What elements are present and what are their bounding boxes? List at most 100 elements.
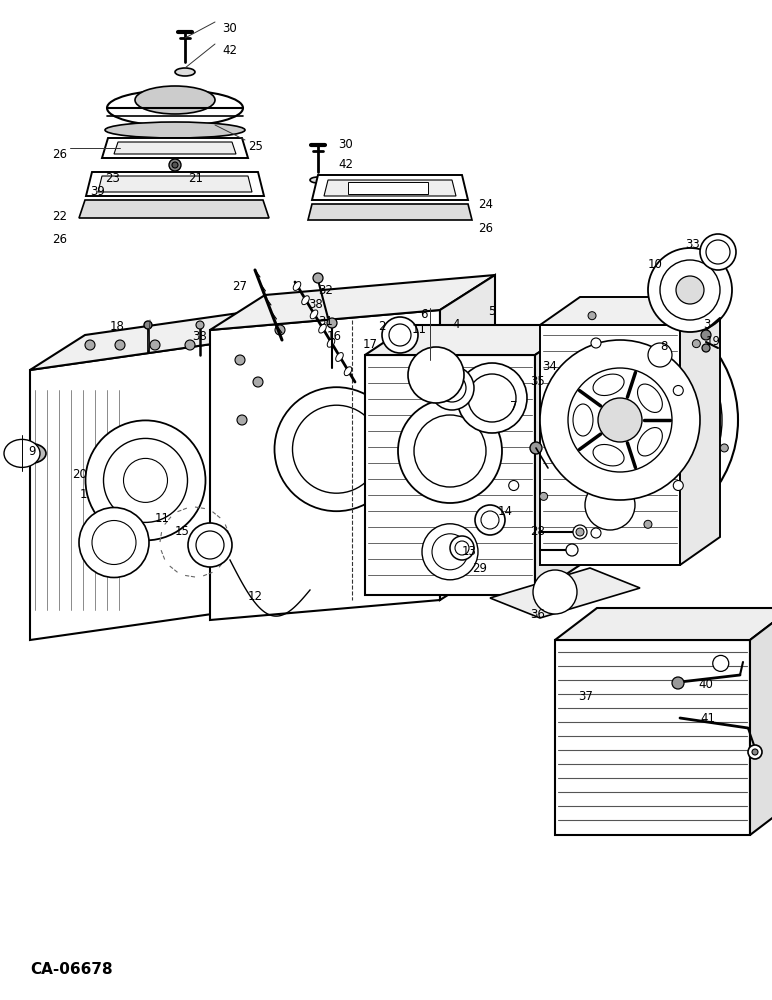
Circle shape [196, 321, 204, 329]
Text: 34: 34 [542, 360, 557, 373]
Text: 15: 15 [175, 525, 190, 538]
Text: 35: 35 [530, 375, 545, 388]
Circle shape [672, 677, 684, 689]
Circle shape [275, 325, 285, 335]
Polygon shape [540, 325, 680, 565]
Text: 31: 31 [318, 315, 333, 328]
Text: 7: 7 [510, 400, 517, 413]
Ellipse shape [135, 86, 215, 114]
Circle shape [491, 333, 701, 543]
Text: 42: 42 [222, 44, 237, 57]
Circle shape [124, 458, 168, 502]
Circle shape [92, 520, 136, 564]
Circle shape [692, 340, 700, 348]
Polygon shape [86, 172, 264, 196]
Polygon shape [30, 340, 240, 640]
Text: 30: 30 [338, 138, 353, 151]
Circle shape [648, 248, 732, 332]
Polygon shape [490, 568, 640, 618]
Text: 6: 6 [420, 308, 428, 321]
Text: 9: 9 [28, 445, 36, 458]
Circle shape [540, 340, 700, 500]
Polygon shape [240, 305, 295, 610]
Text: 39: 39 [90, 185, 105, 198]
Ellipse shape [310, 177, 326, 183]
Polygon shape [750, 608, 772, 835]
Text: 16: 16 [327, 330, 342, 343]
Text: 38: 38 [192, 330, 207, 343]
Ellipse shape [14, 443, 46, 463]
Polygon shape [210, 275, 495, 330]
Ellipse shape [638, 384, 662, 412]
Circle shape [115, 340, 125, 350]
Text: 8: 8 [660, 340, 667, 353]
Text: 17: 17 [363, 338, 378, 351]
Circle shape [196, 531, 224, 559]
Ellipse shape [4, 439, 40, 467]
Text: 33: 33 [685, 238, 699, 251]
Circle shape [588, 312, 596, 320]
Circle shape [752, 749, 758, 755]
Polygon shape [30, 305, 295, 370]
Circle shape [235, 355, 245, 365]
Polygon shape [440, 275, 495, 600]
Circle shape [481, 511, 499, 529]
Text: 19: 19 [706, 335, 721, 348]
Circle shape [644, 520, 652, 528]
Text: 5: 5 [488, 305, 496, 318]
Circle shape [468, 374, 516, 422]
Circle shape [702, 344, 710, 352]
Circle shape [582, 388, 638, 444]
Circle shape [237, 415, 247, 425]
Text: 12: 12 [248, 590, 263, 603]
Text: 20: 20 [72, 468, 87, 481]
Circle shape [509, 481, 519, 490]
Circle shape [673, 481, 683, 490]
Polygon shape [555, 608, 772, 640]
Circle shape [389, 324, 411, 346]
Polygon shape [114, 142, 236, 154]
Text: 38: 38 [308, 298, 323, 311]
Ellipse shape [336, 353, 344, 361]
Text: 10: 10 [648, 258, 663, 271]
Circle shape [169, 159, 181, 171]
Text: 26: 26 [478, 222, 493, 235]
Polygon shape [312, 175, 468, 200]
Polygon shape [535, 325, 580, 595]
Text: 2: 2 [378, 320, 385, 333]
Ellipse shape [105, 122, 245, 138]
Circle shape [568, 368, 672, 472]
Circle shape [512, 388, 520, 396]
Text: 14: 14 [498, 505, 513, 518]
Text: 26: 26 [52, 233, 67, 246]
Circle shape [293, 405, 381, 493]
Circle shape [432, 534, 468, 570]
Circle shape [576, 528, 584, 536]
Circle shape [648, 343, 672, 367]
Circle shape [673, 385, 683, 395]
Text: 25: 25 [248, 140, 263, 153]
Circle shape [253, 377, 263, 387]
Text: 11: 11 [412, 323, 427, 336]
Circle shape [313, 273, 323, 283]
Circle shape [502, 302, 738, 538]
Text: 42: 42 [338, 158, 353, 171]
Circle shape [85, 340, 95, 350]
Circle shape [598, 398, 642, 442]
Circle shape [591, 528, 601, 538]
Circle shape [275, 387, 398, 511]
Text: 28: 28 [530, 525, 545, 538]
Circle shape [185, 340, 195, 350]
Polygon shape [79, 200, 269, 218]
Circle shape [720, 444, 728, 452]
Circle shape [748, 745, 762, 759]
Text: 4: 4 [452, 318, 459, 331]
Circle shape [450, 536, 474, 560]
Polygon shape [365, 355, 535, 595]
Text: CA-06678: CA-06678 [30, 962, 113, 977]
Circle shape [144, 321, 152, 329]
Circle shape [438, 374, 466, 402]
Circle shape [327, 318, 337, 328]
Text: 3: 3 [703, 318, 710, 331]
Text: 36: 36 [530, 608, 545, 621]
